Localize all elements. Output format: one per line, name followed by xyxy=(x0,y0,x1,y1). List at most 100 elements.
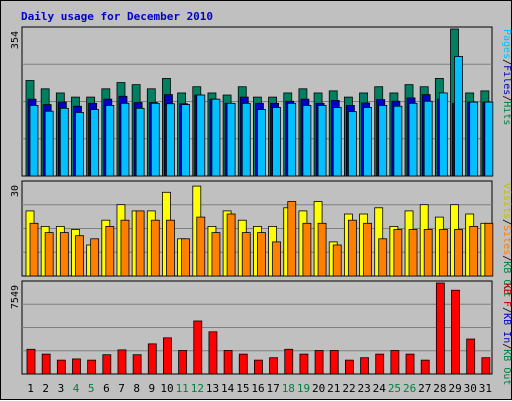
bar-pages-day-12 xyxy=(196,94,206,177)
legend-sites: Sites xyxy=(501,225,512,255)
legend-kb-in: KB In xyxy=(501,313,512,343)
bar-kb-f-day-17 xyxy=(269,357,278,375)
bar-sites-day-4 xyxy=(75,235,84,277)
x-tick-label-30: 30 xyxy=(464,382,477,395)
bar-pages-day-7 xyxy=(120,102,130,177)
x-tick-label-22: 22 xyxy=(342,382,355,395)
bar-kb-f-day-22 xyxy=(344,359,354,375)
bar-sites-day-1 xyxy=(29,222,39,277)
x-tick-label-13: 13 xyxy=(206,382,219,395)
y-max-label: 354 xyxy=(10,31,21,49)
bar-sites-day-28 xyxy=(438,229,448,277)
x-tick-label-26: 26 xyxy=(403,382,416,395)
x-tick-label-25: 25 xyxy=(388,382,401,395)
bar-pages-day-9 xyxy=(150,102,160,177)
right-axis-label: Visits/Sites/KB Out xyxy=(501,183,512,297)
x-tick-label-23: 23 xyxy=(358,382,371,395)
bar-kb-f-day-3 xyxy=(56,359,66,375)
legend-/: / xyxy=(501,307,512,313)
x-tick-label-19: 19 xyxy=(297,382,310,395)
bar-pages-day-26 xyxy=(408,102,418,177)
x-tick-label-17: 17 xyxy=(267,382,280,395)
legend-kb-f: KB F xyxy=(501,283,512,307)
x-tick-label-20: 20 xyxy=(312,382,325,395)
bar-pages-day-19 xyxy=(302,105,312,177)
bar-sites-day-12 xyxy=(196,216,206,277)
bar-pages-day-24 xyxy=(378,105,388,177)
y-max-label: 7549 xyxy=(10,285,21,309)
bar-sites-day-30 xyxy=(469,225,479,277)
bar-pages-day-31 xyxy=(484,101,494,177)
x-tick-label-29: 29 xyxy=(448,382,461,395)
bar-kb-f-day-4 xyxy=(72,358,81,375)
bar-sites-day-21 xyxy=(332,244,342,277)
bar-pages-day-17 xyxy=(272,107,281,177)
bar-sites-day-26 xyxy=(408,229,418,277)
bar-pages-day-8 xyxy=(135,107,145,177)
x-tick-label-14: 14 xyxy=(221,382,235,395)
bar-kb-f-day-28 xyxy=(435,282,445,375)
legend-/: / xyxy=(501,255,512,261)
bar-kb-f-day-29 xyxy=(451,289,460,375)
bar-sites-day-7 xyxy=(120,219,130,277)
bar-kb-f-day-20 xyxy=(314,350,324,375)
bar-sites-day-11 xyxy=(181,238,191,277)
bar-kb-f-day-12 xyxy=(193,320,203,375)
x-tick-label-10: 10 xyxy=(160,382,173,395)
bar-kb-f-day-24 xyxy=(375,353,385,375)
bar-sites-day-9 xyxy=(150,219,160,277)
bar-pages-day-22 xyxy=(347,111,357,177)
bar-sites-day-31 xyxy=(484,222,494,277)
bar-pages-day-25 xyxy=(393,105,403,177)
bar-sites-day-5 xyxy=(90,238,100,277)
bar-pages-day-1 xyxy=(29,105,39,177)
x-tick-label-15: 15 xyxy=(236,382,249,395)
legend-/: / xyxy=(501,219,512,225)
bar-sites-day-14 xyxy=(226,213,236,277)
bar-kb-f-day-14 xyxy=(223,350,233,375)
bar-sites-day-8 xyxy=(135,210,145,277)
x-tick-label-11: 11 xyxy=(176,382,189,395)
bar-pages-day-20 xyxy=(317,105,327,177)
bar-sites-day-19 xyxy=(302,222,312,277)
bar-kb-f-day-30 xyxy=(466,338,476,375)
bar-kb-f-day-11 xyxy=(178,350,188,375)
bar-kb-f-day-25 xyxy=(390,350,400,375)
bar-sites-day-22 xyxy=(347,219,357,277)
bar-sites-day-20 xyxy=(317,222,327,277)
bar-sites-day-27 xyxy=(423,229,433,277)
bar-kb-f-day-27 xyxy=(420,359,430,375)
legend-kb-out: KB Out xyxy=(501,349,512,385)
bar-sites-day-23 xyxy=(363,222,372,277)
bar-kb-f-day-7 xyxy=(117,349,127,375)
bar-pages-day-14 xyxy=(226,102,236,177)
x-tick-label-18: 18 xyxy=(282,382,295,395)
x-tick-label-7: 7 xyxy=(118,382,125,395)
x-tick-label-9: 9 xyxy=(149,382,156,395)
bar-pages-day-16 xyxy=(257,109,266,177)
bar-sites-day-24 xyxy=(378,238,388,277)
bar-pages-day-11 xyxy=(181,104,191,177)
y-max-label: 30 xyxy=(10,185,21,197)
x-tick-label-3: 3 xyxy=(58,382,65,395)
x-tick-label-27: 27 xyxy=(418,382,431,395)
bar-sites-day-3 xyxy=(59,232,69,277)
bar-kb-f-day-6 xyxy=(102,354,112,375)
bar-sites-day-13 xyxy=(211,232,221,277)
bar-sites-day-17 xyxy=(272,241,281,277)
bar-kb-f-day-23 xyxy=(360,357,369,375)
x-tick-label-2: 2 xyxy=(42,382,49,395)
bar-sites-day-18 xyxy=(287,201,297,277)
bar-pages-day-5 xyxy=(90,109,100,177)
bar-kb-f-day-16 xyxy=(254,359,263,375)
bar-sites-day-29 xyxy=(454,229,463,277)
x-tick-label-8: 8 xyxy=(133,382,140,395)
bar-kb-f-day-8 xyxy=(132,354,142,375)
bar-kb-f-day-10 xyxy=(163,337,172,375)
legend-visits: Visits xyxy=(501,183,512,219)
x-tick-label-1: 1 xyxy=(27,382,34,395)
bar-pages-day-23 xyxy=(363,107,372,177)
bar-pages-day-21 xyxy=(332,107,342,177)
